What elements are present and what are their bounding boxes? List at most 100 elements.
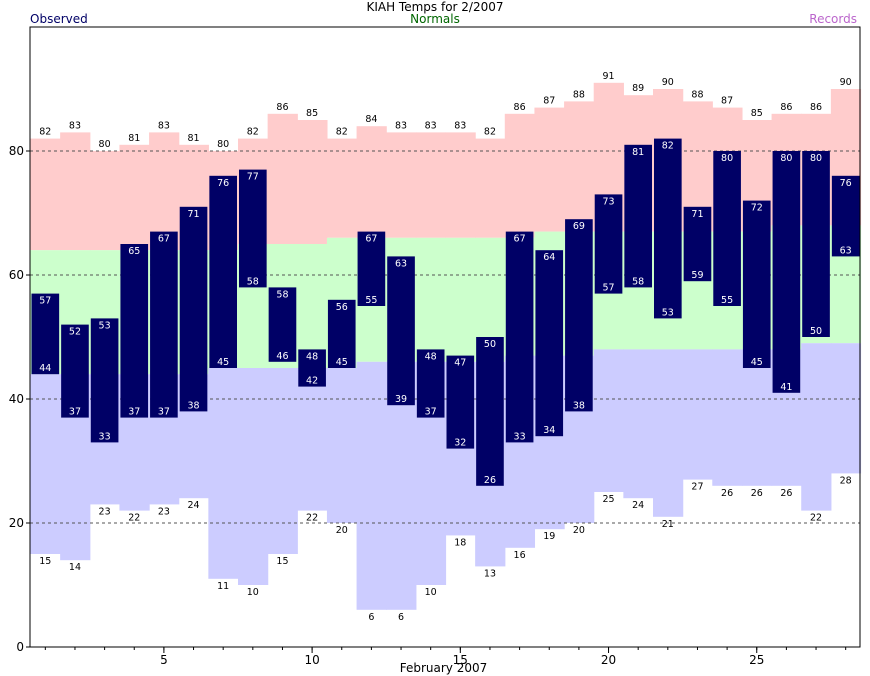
observed-low-label: 37: [128, 407, 140, 418]
plot-frame: [29, 26, 861, 648]
observed-bar: [446, 355, 475, 449]
record-low-label: 16: [514, 550, 526, 561]
record-low-label: 22: [128, 513, 140, 524]
observed-bar: [505, 231, 534, 443]
observed-low-label: 45: [217, 357, 229, 368]
record-low-label: 26: [780, 488, 792, 499]
record-high-label: 89: [632, 83, 644, 94]
observed-low-label: 45: [751, 357, 763, 368]
record-high-band: [297, 120, 328, 244]
observed-high-label: 80: [780, 153, 792, 164]
observed-low-label: 37: [158, 407, 170, 418]
record-high-label: 91: [602, 71, 614, 82]
observed-high-label: 73: [602, 196, 614, 207]
record-high-band: [60, 132, 91, 251]
observed-high-label: 48: [425, 351, 437, 362]
observed-high-label: 47: [454, 358, 466, 369]
record-low-label: 27: [691, 482, 703, 493]
record-low-band: [267, 368, 298, 554]
record-low-label: 10: [247, 587, 259, 598]
record-low-band: [326, 368, 358, 523]
observed-high-label: 67: [514, 234, 526, 245]
observed-low-label: 38: [573, 400, 585, 411]
x-tick-label: 10: [304, 653, 319, 667]
record-low-label: 24: [632, 500, 644, 511]
observed-low-label: 53: [662, 307, 674, 318]
record-high-label: 85: [306, 108, 318, 119]
observed-low-label: 44: [39, 363, 51, 374]
record-low-band: [593, 349, 624, 492]
normals-legend: Normals: [410, 12, 460, 26]
record-high-band: [267, 113, 298, 244]
record-high-band: [119, 144, 150, 251]
record-low-label: 15: [39, 556, 51, 567]
chart-title: KIAH Temps for 2/2007: [366, 0, 504, 14]
record-low-label: 18: [454, 537, 466, 548]
observed-low-label: 46: [276, 351, 288, 362]
observed-high-label: 77: [247, 172, 259, 183]
observed-high-label: 64: [543, 252, 555, 263]
record-high-label: 81: [187, 133, 199, 144]
observed-bar: [298, 349, 326, 387]
observed-low-label: 33: [514, 431, 526, 442]
observed-bar: [61, 324, 89, 418]
observed-bar: [31, 293, 60, 375]
observed-high-label: 56: [336, 302, 348, 313]
observed-high-label: 67: [365, 234, 377, 245]
record-high-label: 88: [573, 89, 585, 100]
x-tick-label: 15: [453, 653, 468, 667]
observed-low-label: 57: [602, 283, 614, 294]
observed-high-label: 52: [69, 327, 81, 338]
record-high-label: 86: [276, 102, 288, 113]
observed-bar: [387, 256, 415, 406]
record-high-band: [415, 132, 447, 238]
observed-legend: Observed: [30, 12, 88, 26]
record-high-label: 83: [425, 120, 437, 131]
record-high-label: 85: [751, 108, 763, 119]
observed-bar: [357, 231, 386, 306]
observed-low-label: 41: [780, 382, 792, 393]
record-high-label: 88: [691, 89, 703, 100]
record-low-label: 24: [187, 500, 199, 511]
record-low-band: [356, 361, 387, 610]
record-high-band: [356, 126, 387, 238]
observed-low-label: 55: [721, 295, 733, 306]
normal-band: [415, 237, 447, 362]
observed-high-label: 57: [39, 296, 51, 307]
record-low-label: 11: [217, 581, 229, 592]
observed-bar: [713, 151, 741, 306]
observed-bar: [268, 287, 297, 362]
observed-bar: [150, 231, 178, 418]
observed-bar: [565, 219, 593, 412]
axis-layer: 0 20 40 60 80 5 10 15 20 25: [9, 26, 861, 667]
record-high-band: [30, 138, 61, 251]
observed-bar: [209, 175, 237, 368]
record-high-label: 86: [514, 102, 526, 113]
observed-high-label: 76: [840, 178, 852, 189]
record-high-label: 90: [840, 77, 852, 88]
record-high-label: 86: [810, 102, 822, 113]
record-high-band: [475, 138, 506, 238]
record-low-label: 20: [336, 525, 348, 536]
record-high-label: 87: [543, 96, 555, 107]
observed-bar: [802, 151, 830, 337]
observed-bar-layer: [31, 138, 860, 486]
observed-high-label: 67: [158, 234, 170, 245]
observed-high-label: 72: [751, 203, 763, 214]
observed-high-label: 50: [484, 339, 496, 350]
observed-high-label: 71: [187, 209, 199, 220]
record-high-label: 83: [454, 120, 466, 131]
record-low-label: 22: [306, 513, 318, 524]
observed-high-label: 82: [662, 141, 674, 152]
observed-bar: [120, 244, 149, 418]
observed-low-label: 45: [336, 357, 348, 368]
observed-bar: [327, 299, 356, 368]
record-high-label: 86: [780, 102, 792, 113]
record-high-label: 80: [99, 139, 111, 150]
y-tick-label: 20: [9, 516, 24, 530]
record-low-label: 10: [425, 587, 437, 598]
observed-low-label: 55: [365, 295, 377, 306]
observed-bar: [239, 169, 267, 288]
observed-low-label: 26: [484, 475, 496, 486]
record-high-label: 82: [336, 127, 348, 138]
